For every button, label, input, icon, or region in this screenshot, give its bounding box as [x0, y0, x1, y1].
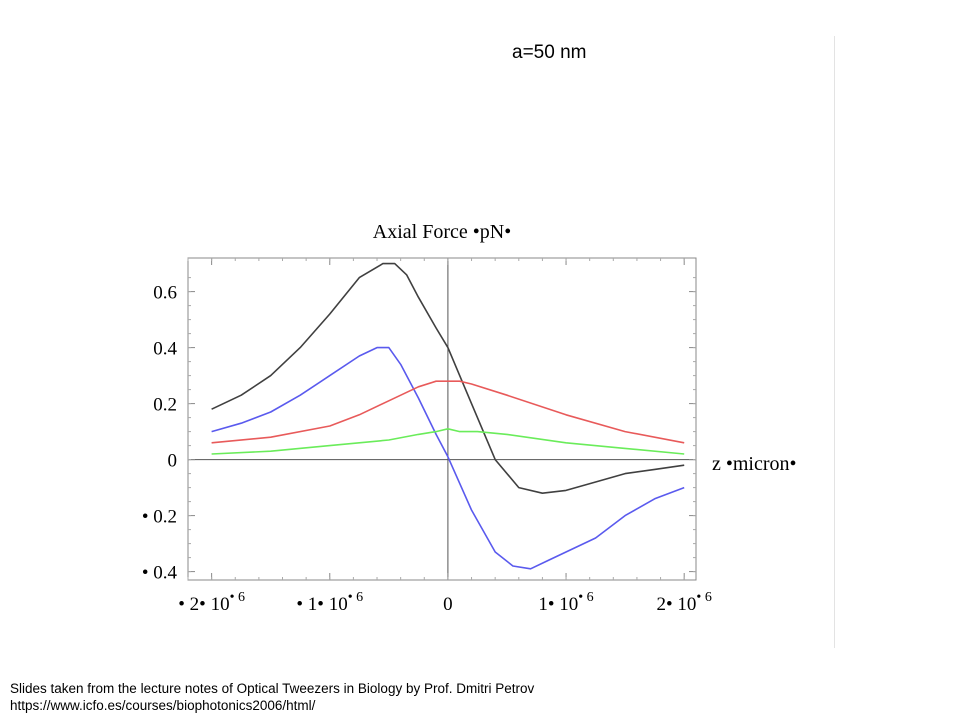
x-tick-label: • 2• 10• 6	[178, 590, 245, 615]
series-line-1	[211, 262, 685, 495]
plot-frame	[187, 257, 697, 581]
y-tick-label: 0.6	[153, 283, 177, 304]
credit-line-2: https://www.icfo.es/courses/biophotonics…	[10, 698, 316, 713]
x-tick-labels: • 2• 10• 6 • 1• 10• 6 0 1• 10• 6 2• 10• 6	[178, 258, 712, 615]
x-tick-label: 1• 10• 6	[538, 590, 593, 615]
y-tick-label: • 0.2	[142, 507, 177, 528]
axes	[188, 258, 696, 580]
x-axis-label: z •micron•	[712, 453, 797, 475]
slide-header: a=50 nm	[512, 42, 587, 63]
y-tick-label: 0.2	[153, 395, 177, 416]
x-tick-label: 2• 10• 6	[657, 590, 712, 615]
credit-line-1: Slides taken from the lecture notes of O…	[10, 681, 535, 696]
y-tick-label: 0	[168, 451, 178, 472]
y-tick-label: • 0.4	[142, 563, 178, 584]
y-tick-labels: • 0.4 • 0.2 0 0.2 0.4 0.6	[142, 277, 696, 584]
x-tick-label: • 1• 10• 6	[296, 590, 363, 615]
series-line-4	[211, 427, 685, 455]
series-line-2	[211, 346, 685, 570]
series-layer	[211, 262, 685, 570]
chart-title: Axial Force •pN•	[373, 221, 511, 243]
credit-text: Slides taken from the lecture notes of O…	[10, 680, 534, 714]
slide-divider	[834, 36, 835, 648]
y-tick-label: 0.4	[153, 339, 177, 360]
series-line-3	[211, 380, 685, 444]
x-tick-label: 0	[443, 594, 453, 615]
